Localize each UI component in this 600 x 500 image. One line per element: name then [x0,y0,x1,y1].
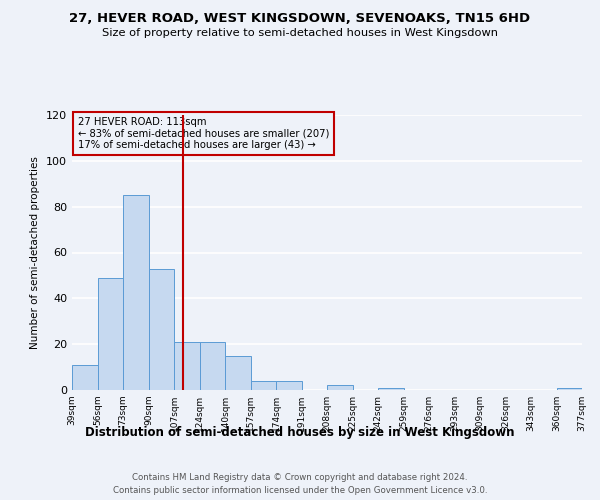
Bar [174,342,199,390]
Text: Size of property relative to semi-detached houses in West Kingsdown: Size of property relative to semi-detach… [102,28,498,38]
Bar [557,388,582,390]
Bar [225,356,251,390]
Bar [327,386,353,390]
Bar [251,381,276,390]
Bar [378,388,404,390]
Bar [97,278,123,390]
Bar [72,365,97,390]
Bar [199,342,225,390]
Bar [123,195,149,390]
Bar [149,268,174,390]
Text: Contains HM Land Registry data © Crown copyright and database right 2024.
Contai: Contains HM Land Registry data © Crown c… [113,474,487,495]
Text: Distribution of semi-detached houses by size in West Kingsdown: Distribution of semi-detached houses by … [85,426,515,439]
Text: 27, HEVER ROAD, WEST KINGSDOWN, SEVENOAKS, TN15 6HD: 27, HEVER ROAD, WEST KINGSDOWN, SEVENOAK… [70,12,530,26]
Bar [276,381,302,390]
Y-axis label: Number of semi-detached properties: Number of semi-detached properties [31,156,40,349]
Text: 27 HEVER ROAD: 113sqm
← 83% of semi-detached houses are smaller (207)
17% of sem: 27 HEVER ROAD: 113sqm ← 83% of semi-deta… [78,118,329,150]
